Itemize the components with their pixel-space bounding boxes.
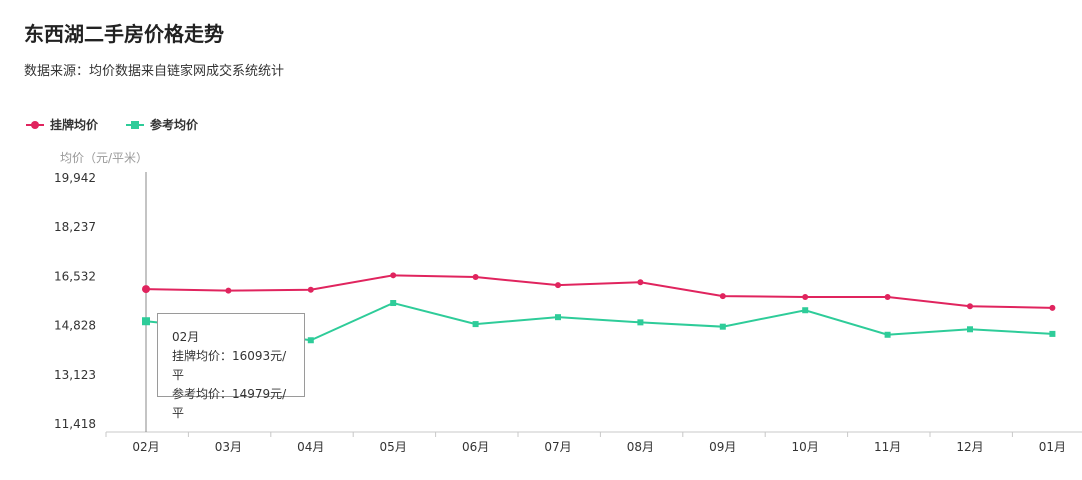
point-listing [307,286,314,293]
point-listing [967,303,973,310]
x-tick-label: 12月 [956,440,983,454]
tooltip-month: 02月 [172,330,200,344]
point-listing [1049,304,1056,311]
y-tick-label: 18,237 [54,220,96,234]
legend: 挂牌均价 参考均价 [26,116,198,133]
point-listing [637,279,644,286]
point-reference [390,300,397,307]
y-axis-label: 均价（元/平米） [60,151,148,165]
x-tick-label: 10月 [792,440,819,454]
point-listing [802,293,809,300]
tooltip: 02月 挂牌均价：16093元/平 参考均价：14979元/平 [157,313,305,420]
chart-subtitle: 数据来源：均价数据来自链家网成交系统统计 [24,64,285,79]
x-tick-label: 06月 [462,440,489,454]
x-tick-label: 09月 [709,440,736,454]
point-listing [390,272,397,279]
point-listing [719,293,726,300]
legend-label-reference: 参考均价 [150,118,199,132]
point-listing [555,282,561,289]
point-listing [142,285,150,294]
point-reference [802,307,809,314]
legend-symbol-reference [126,120,145,130]
tooltip-listing: 挂牌均价：16093元/平 [172,349,287,382]
y-tick-label: 16,532 [54,269,96,283]
chart-title: 东西湖二手房价格走势 [24,22,224,46]
x-tick-label: 11月 [874,440,901,454]
x-tick-label: 02月 [132,440,159,454]
point-reference [555,314,561,321]
x-tick-label: 04月 [297,440,324,454]
legend-item-reference[interactable]: 参考均价 [126,116,198,133]
y-tick-label: 19,942 [54,171,96,185]
legend-symbol-listing [26,120,44,130]
legend-label-listing: 挂牌均价 [50,118,99,132]
series-line-listing [145,274,1053,309]
x-tick-label: 03月 [215,440,242,454]
x-tick-label: 01月 [1039,440,1066,454]
y-tick-label: 11,418 [54,417,96,431]
point-reference [884,331,891,338]
tooltip-reference: 参考均价：14979元/平 [172,387,287,420]
point-reference [637,319,644,326]
point-listing [472,274,479,281]
point-listing [225,287,232,294]
x-tick-label: 08月 [627,440,654,454]
y-tick-label: 14,828 [54,319,96,333]
point-reference [472,321,479,328]
point-reference [719,323,726,330]
point-reference [307,337,314,344]
legend-item-listing[interactable]: 挂牌均价 [26,116,98,133]
point-reference [1049,330,1056,337]
point-listing [884,293,891,300]
point-reference [967,326,973,333]
y-tick-label: 13,123 [54,368,96,382]
point-reference [142,317,150,326]
x-tick-label: 07月 [544,440,571,454]
x-tick-label: 05月 [380,440,407,454]
